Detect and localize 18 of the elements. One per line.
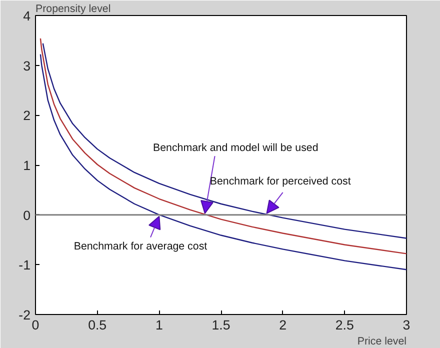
- x-tick-label: 2.5: [335, 318, 354, 332]
- x-tick-label: 3: [402, 318, 410, 332]
- y-tick-label: 2: [23, 108, 31, 124]
- y-tick-label: -2: [18, 308, 31, 322]
- y-axis-title: Propensity level: [36, 3, 111, 15]
- y-tick-label: 3: [23, 58, 31, 74]
- x-tick-label: 1: [155, 318, 163, 332]
- x-tick-label: 1.5: [212, 318, 230, 332]
- y-tick-label: 4: [23, 8, 32, 24]
- y-tick-label: 1: [23, 158, 31, 173]
- x-tick-label: 0.5: [88, 318, 107, 332]
- annotation: Benchmark for average cost: [74, 240, 208, 253]
- y-tick-label: -1: [18, 258, 31, 273]
- annotation: Benchmark for perceived cost: [210, 175, 351, 188]
- x-tick-label: 2: [279, 318, 287, 332]
- y-tick-label: 0: [23, 208, 31, 223]
- x-axis-title: Price level: [357, 336, 406, 348]
- annotation: Benchmark and model will be used: [152, 142, 318, 154]
